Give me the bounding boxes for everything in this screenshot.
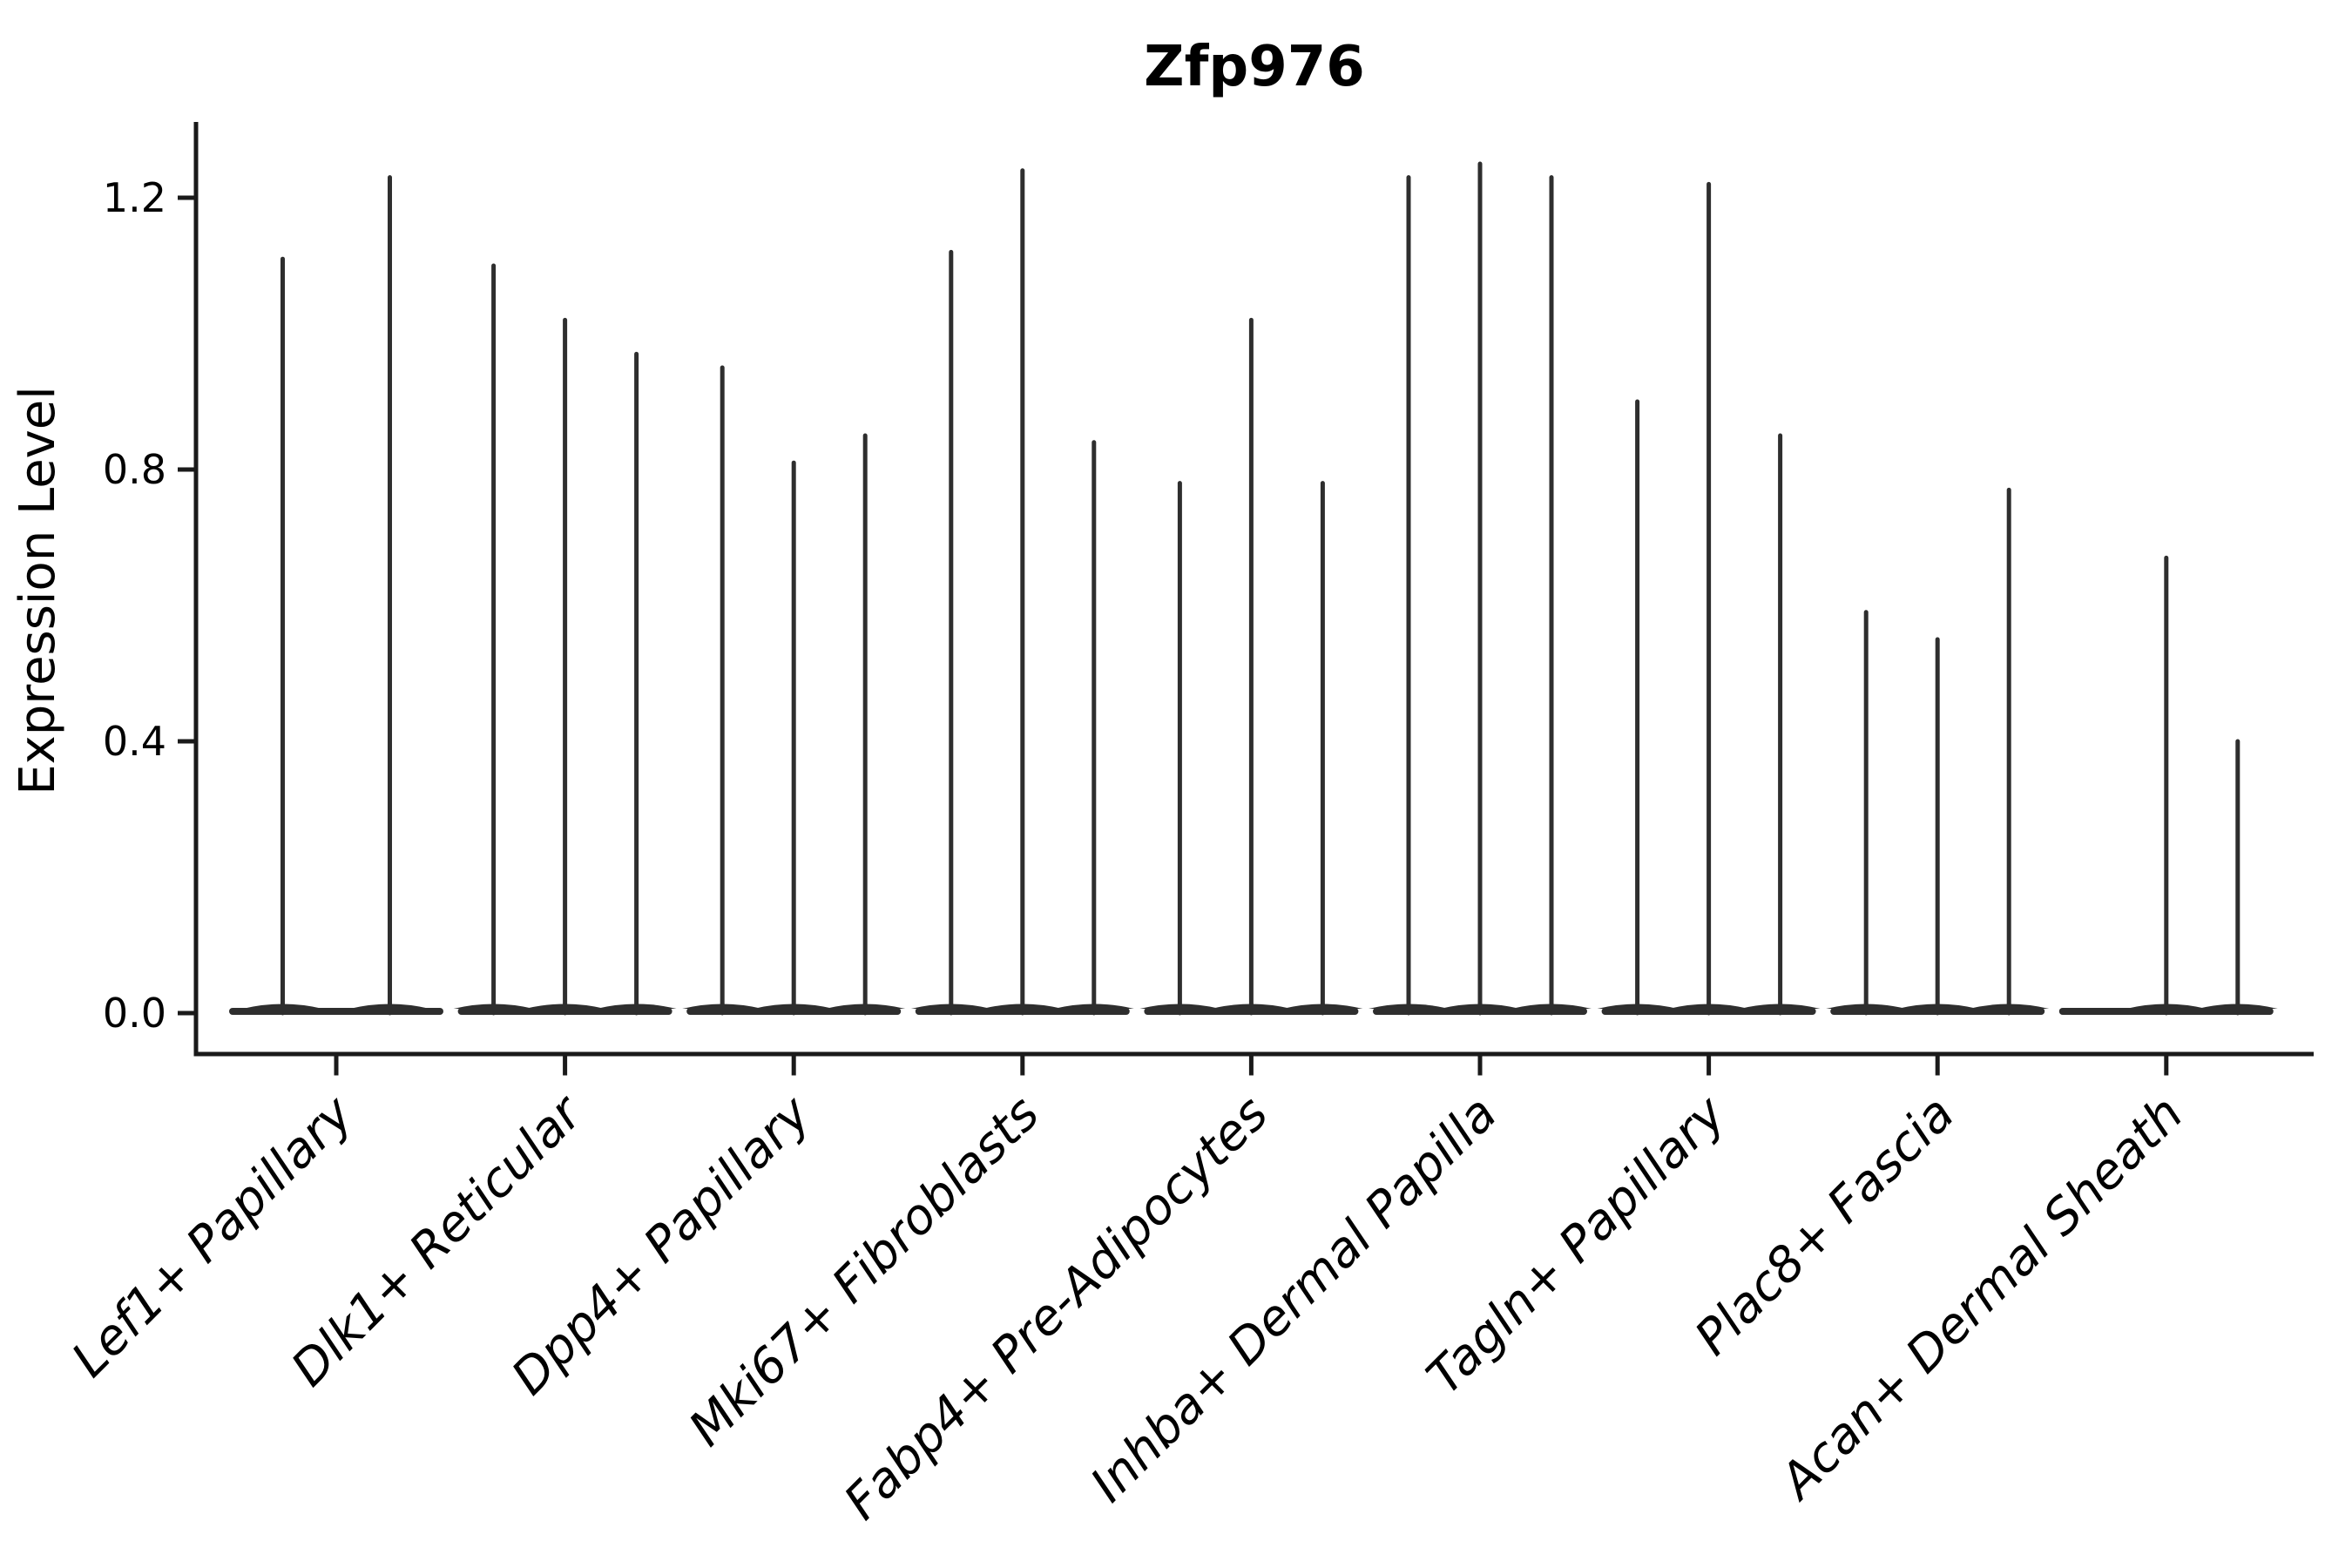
y-tick-mark	[178, 195, 194, 200]
violin-group	[1369, 161, 1592, 1016]
violin-group	[910, 168, 1134, 1016]
violin-group	[682, 365, 906, 1016]
x-tick-mark	[563, 1056, 568, 1076]
x-tick-mark	[1707, 1056, 1712, 1076]
violin-group	[1597, 181, 1821, 1016]
x-tick-label: Acan+ Dermal Sheath	[1768, 1085, 2194, 1511]
x-tick-mark	[1935, 1056, 1940, 1076]
y-axis-label: Expression Level	[10, 386, 66, 795]
axes	[178, 122, 2314, 1076]
violin-group	[1139, 317, 1363, 1016]
x-tick-label: Fabp4+ Pre-Adipocytes	[834, 1085, 1279, 1531]
x-tick-mark	[791, 1056, 796, 1076]
violin-groups	[229, 161, 2278, 1016]
plot-title: Zfp976	[1144, 35, 1365, 99]
y-tick-label: 0.0	[103, 990, 166, 1037]
violin-group	[229, 175, 443, 1016]
violin-group	[2058, 555, 2278, 1016]
x-tick-mark	[334, 1056, 339, 1076]
y-axis-spine	[193, 122, 199, 1057]
y-tick-mark	[178, 739, 194, 744]
y-tick-label: 0.8	[103, 446, 166, 493]
x-tick-label: Inhba+ Dermal Papilla	[1080, 1085, 1508, 1513]
violin-group	[1826, 487, 2050, 1016]
x-tick-mark	[1477, 1056, 1483, 1076]
y-tick-mark	[178, 1010, 194, 1016]
violin-group	[453, 263, 677, 1016]
violin-base	[229, 1008, 443, 1015]
x-axis-spine	[193, 1051, 2314, 1057]
y-tick-mark	[178, 467, 194, 472]
x-tick-mark	[1020, 1056, 1025, 1076]
y-tick-label: 0.4	[103, 718, 166, 765]
y-tick-label: 1.2	[103, 174, 166, 221]
x-tick-mark	[1248, 1056, 1254, 1076]
x-tick-mark	[2164, 1056, 2169, 1076]
